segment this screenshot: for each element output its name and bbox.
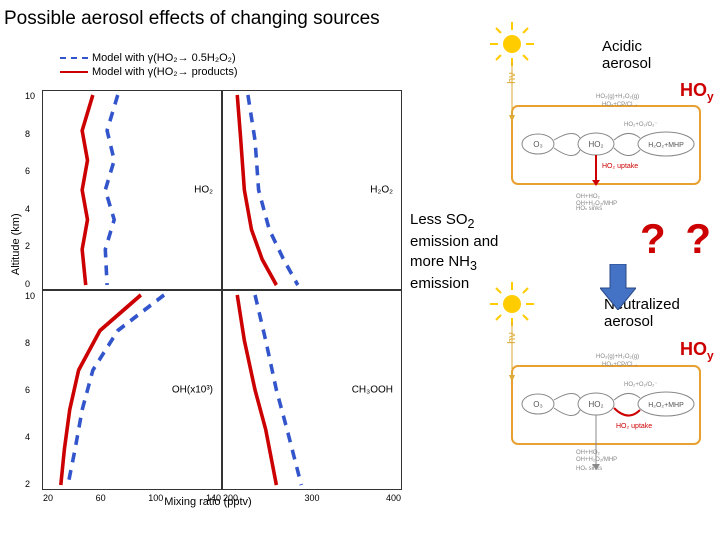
svg-text:OH+HO₂: OH+HO₂ [576, 194, 601, 200]
panel-label: CH₃OOH [352, 385, 393, 396]
svg-text:OH+HO₂: OH+HO₂ [576, 450, 601, 456]
y-axis-label: Altitude (km) [10, 213, 22, 275]
svg-text:HO₂ uptake: HO₂ uptake [616, 423, 652, 430]
legend-swatch-blue [60, 57, 88, 59]
legend-swatch-red [60, 71, 88, 73]
svg-text:HO₂+O₂/O₂⁻: HO₂+O₂/O₂⁻ [624, 122, 658, 128]
scheme-acidic: O₃ HO₂ H₂O₂+MHP HO₂+O₂/O₂⁻ HO₂(g)+H₂O₂(g… [506, 90, 706, 210]
down-arrow-icon [600, 264, 636, 310]
svg-text:HO₂(g)+H₂O₂(g): HO₂(g)+H₂O₂(g) [596, 354, 639, 360]
scheme-neutralized: O₃ HO₂ H₂O₂+MHP HO₂+O₂/O₂⁻ HO₂ uptake HO… [506, 350, 706, 470]
svg-text:HOᵧ sinks: HOᵧ sinks [576, 206, 602, 210]
svg-text:H₂O₂+MHP: H₂O₂+MHP [648, 402, 684, 409]
panel-3: CH₃OOH200300400 [222, 290, 402, 490]
page-title: Possible aerosol effects of changing sou… [4, 8, 380, 30]
chart-legend: Model with γ(HO₂→ 0.5H₂O₂) Model with γ(… [60, 52, 237, 80]
hv-arrow-bot [508, 322, 516, 382]
legend-row-2: Model with γ(HO₂→ products) [60, 66, 237, 78]
legend-text-2: Model with γ(HO₂→ products) [92, 66, 237, 78]
sun-icon-bot [490, 282, 534, 326]
svg-text:HOᵧ sinks: HOᵧ sinks [576, 466, 602, 470]
legend-text-1: Model with γ(HO₂→ 0.5H₂O₂) [92, 52, 236, 64]
panels-container: HO₂10864202468H₂O₂200400600800OH(x10³)10… [42, 90, 402, 490]
svg-text:HO₂+O₂/O₂⁻: HO₂+O₂/O₂⁻ [624, 382, 658, 388]
panel-label: HO₂ [194, 185, 213, 196]
svg-text:HO₂(g)+H₂O₂(g): HO₂(g)+H₂O₂(g) [596, 94, 639, 100]
svg-text:OH+H₂O₂/MHP: OH+H₂O₂/MHP [576, 457, 617, 463]
svg-text:HO₂+CP/Cl→: HO₂+CP/Cl→ [602, 362, 639, 368]
panel-0: HO₂10864202468 [42, 90, 222, 290]
panel-label: OH(x10³) [172, 385, 213, 396]
svg-text:HO₂ uptake: HO₂ uptake [602, 163, 638, 170]
svg-text:HO₂: HO₂ [588, 140, 603, 149]
svg-text:HO₂: HO₂ [588, 400, 603, 409]
acidic-label: Acidic aerosol [602, 38, 651, 72]
panel-label: H₂O₂ [370, 185, 393, 196]
svg-text:O₃: O₃ [533, 140, 542, 149]
panel-2: OH(x10³)1086422060100140 [42, 290, 222, 490]
sun-icon-top [490, 22, 534, 66]
svg-text:HO₂+CP/Cl→: HO₂+CP/Cl→ [602, 102, 639, 108]
question-marks: ? ? [640, 215, 715, 263]
legend-row-1: Model with γ(HO₂→ 0.5H₂O₂) [60, 52, 237, 64]
panel-1: H₂O₂200400600800 [222, 90, 402, 290]
chart-grid: Altitude (km) Mixing ratio (pptv) HO₂108… [18, 90, 398, 510]
svg-text:O₃: O₃ [533, 400, 542, 409]
center-caption: Less SO2 emission and more NH3 emission [410, 210, 500, 294]
svg-text:H₂O₂+MHP: H₂O₂+MHP [648, 142, 684, 149]
hv-arrow-top [508, 62, 516, 122]
